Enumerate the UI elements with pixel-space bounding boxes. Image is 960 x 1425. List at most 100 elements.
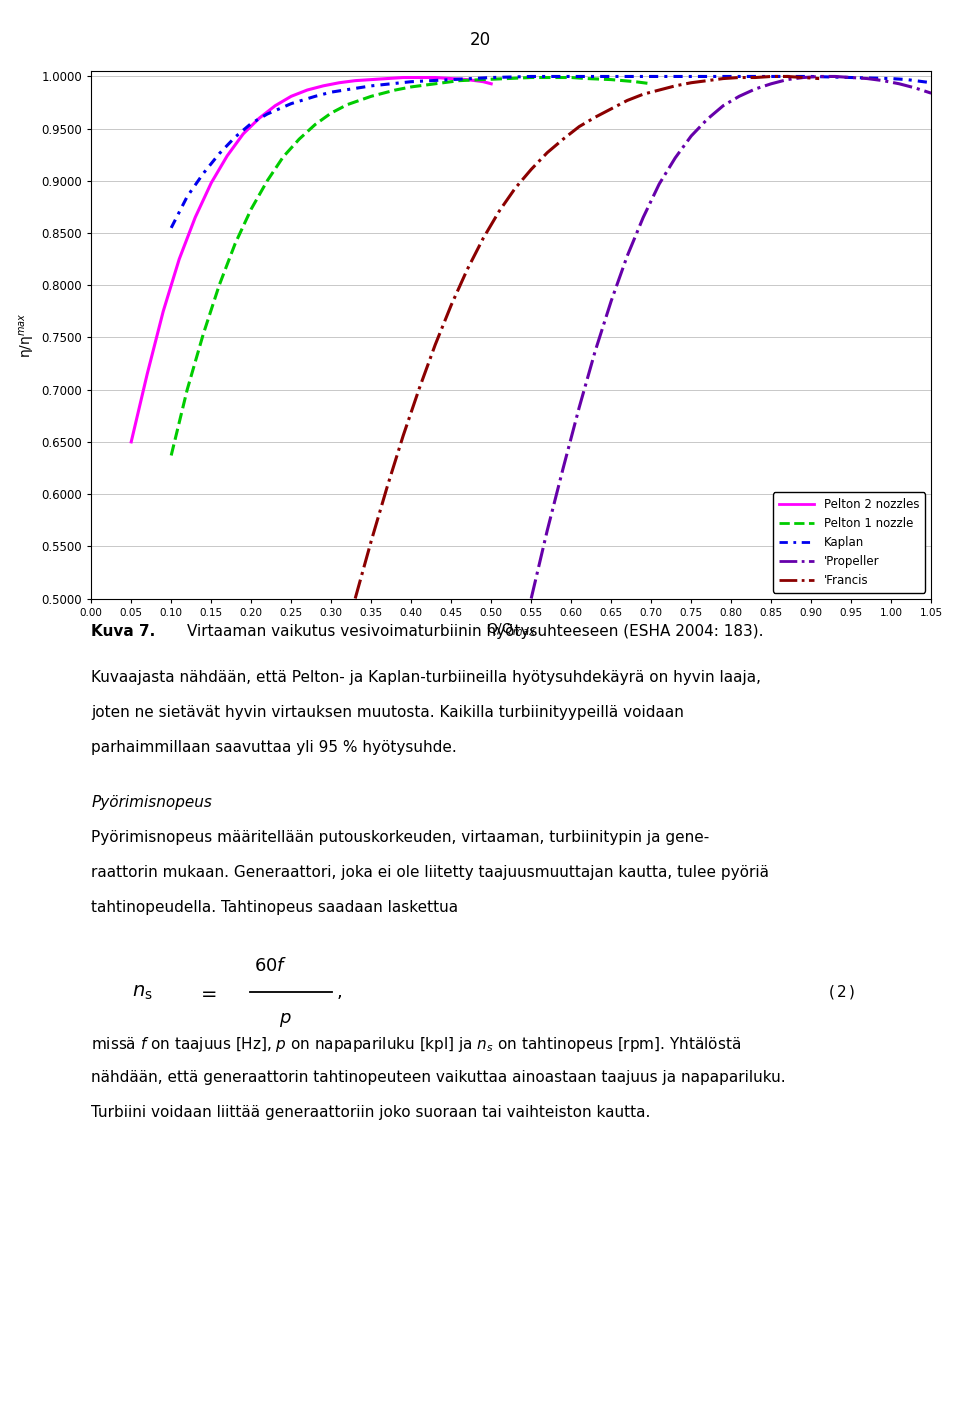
'Propeller: [573, 399, 585, 416]
'Propeller: [669, 150, 681, 167]
Pelton 1 nozzle: [181, 380, 193, 398]
Text: Pyörimisnopeus määritellään putouskorkeuden, virtaaman, turbiinitypin ja gene-: Pyörimisnopeus määritellään putouskorkeu…: [91, 831, 709, 845]
Text: nähdään, että generaattorin tahtinopeuteen vaikuttaa ainoastaan taajuus ja napap: nähdään, että generaattorin tahtinopeute…: [91, 1070, 786, 1084]
Pelton 2 nozzles: [205, 174, 217, 191]
Pelton 1 nozzle: [501, 70, 513, 87]
Kaplan: [405, 73, 417, 90]
'Propeller: [861, 70, 873, 87]
Kaplan: [366, 77, 377, 94]
'Francis: [366, 533, 377, 550]
'Propeller: [685, 127, 697, 144]
Pelton 1 nozzle: [261, 172, 273, 190]
'Propeller: [733, 88, 745, 105]
Pelton 2 nozzles: [462, 71, 473, 88]
'Francis: [510, 180, 521, 197]
Pelton 2 nozzles: [397, 68, 409, 86]
Pelton 2 nozzles: [477, 73, 489, 90]
'Francis: [685, 74, 697, 91]
Kaplan: [285, 95, 297, 113]
'Francis: [381, 479, 393, 496]
Pelton 1 nozzle: [309, 115, 321, 133]
Kaplan: [445, 71, 457, 88]
Pelton 2 nozzles: [189, 209, 201, 227]
Text: $=$: $=$: [197, 983, 218, 1002]
'Propeller: [925, 84, 937, 101]
Text: $(\,2\,)$: $(\,2\,)$: [828, 983, 855, 1002]
'Propeller: [541, 522, 553, 539]
Kaplan: [486, 68, 497, 86]
Text: $,$: $,$: [336, 983, 342, 1002]
Pelton 1 nozzle: [165, 447, 177, 465]
Pelton 2 nozzles: [414, 68, 425, 86]
Text: 20: 20: [469, 31, 491, 50]
'Francis: [397, 428, 409, 445]
'Francis: [445, 296, 457, 314]
Pelton 2 nozzles: [285, 88, 297, 105]
Text: Pyörimisnopeus: Pyörimisnopeus: [91, 795, 212, 811]
'Francis: [669, 77, 681, 94]
Pelton 2 nozzles: [366, 71, 377, 88]
Pelton 2 nozzles: [222, 147, 233, 164]
Pelton 1 nozzle: [342, 95, 353, 113]
Kaplan: [565, 68, 577, 86]
'Francis: [525, 161, 537, 178]
Kaplan: [229, 128, 241, 145]
Kaplan: [309, 88, 321, 105]
Kaplan: [181, 188, 193, 205]
'Francis: [781, 68, 793, 86]
Kaplan: [685, 68, 697, 86]
Pelton 1 nozzle: [477, 71, 489, 88]
Text: tahtinopeudella. Tahtinopeus saadaan laskettua: tahtinopeudella. Tahtinopeus saadaan las…: [91, 901, 458, 915]
'Propeller: [606, 292, 617, 309]
Pelton 2 nozzles: [486, 76, 497, 93]
'Francis: [493, 202, 505, 219]
Kaplan: [213, 145, 225, 162]
'Francis: [349, 590, 361, 607]
Kaplan: [846, 68, 857, 86]
Pelton 1 nozzle: [525, 68, 537, 86]
'Propeller: [813, 68, 825, 86]
Pelton 1 nozzle: [630, 73, 641, 90]
'Propeller: [558, 459, 569, 476]
'Francis: [621, 93, 633, 110]
Pelton 1 nozzle: [294, 131, 305, 148]
Line: Kaplan: Kaplan: [171, 77, 931, 228]
Pelton 1 nozzle: [325, 104, 337, 121]
Pelton 2 nozzles: [381, 70, 393, 87]
Line: 'Propeller: 'Propeller: [531, 77, 931, 598]
Text: $60f$: $60f$: [254, 958, 288, 976]
Line: Pelton 2 nozzles: Pelton 2 nozzles: [132, 77, 492, 442]
Kaplan: [198, 165, 209, 182]
Text: Kuvaajasta nähdään, että Pelton- ja Kaplan-turbiineilla hyötysuhdekäyrä on hyvin: Kuvaajasta nähdään, että Pelton- ja Kapl…: [91, 670, 761, 685]
Pelton 2 nozzles: [301, 81, 313, 98]
Text: Turbiini voidaan liittää generaattoriin joko suoraan tai vaihteiston kautta.: Turbiini voidaan liittää generaattoriin …: [91, 1104, 651, 1120]
Text: Kuva 7.: Kuva 7.: [91, 624, 156, 640]
Pelton 1 nozzle: [549, 68, 561, 86]
'Propeller: [829, 68, 841, 86]
Pelton 1 nozzle: [405, 78, 417, 95]
'Francis: [573, 118, 585, 135]
'Francis: [477, 229, 489, 247]
Kaplan: [765, 68, 777, 86]
'Francis: [798, 68, 809, 86]
Pelton 2 nozzles: [429, 68, 441, 86]
Kaplan: [525, 68, 537, 86]
Kaplan: [261, 105, 273, 123]
Pelton 2 nozzles: [349, 73, 361, 90]
'Francis: [654, 81, 665, 98]
Pelton 1 nozzle: [645, 76, 657, 93]
Pelton 2 nozzles: [157, 304, 169, 321]
'Propeller: [894, 76, 905, 93]
X-axis label: Q/Q$_{max}$: Q/Q$_{max}$: [486, 621, 537, 638]
Pelton 2 nozzles: [174, 251, 185, 268]
Pelton 1 nozzle: [229, 235, 241, 252]
'Francis: [558, 131, 569, 148]
Pelton 1 nozzle: [366, 88, 377, 105]
Legend: Pelton 2 nozzles, Pelton 1 nozzle, Kaplan, 'Propeller, 'Francis: Pelton 2 nozzles, Pelton 1 nozzle, Kapla…: [773, 492, 925, 593]
'Propeller: [877, 73, 889, 90]
'Francis: [765, 68, 777, 86]
'Francis: [414, 380, 425, 398]
'Propeller: [702, 111, 713, 128]
'Francis: [750, 68, 761, 86]
'Propeller: [909, 80, 921, 97]
